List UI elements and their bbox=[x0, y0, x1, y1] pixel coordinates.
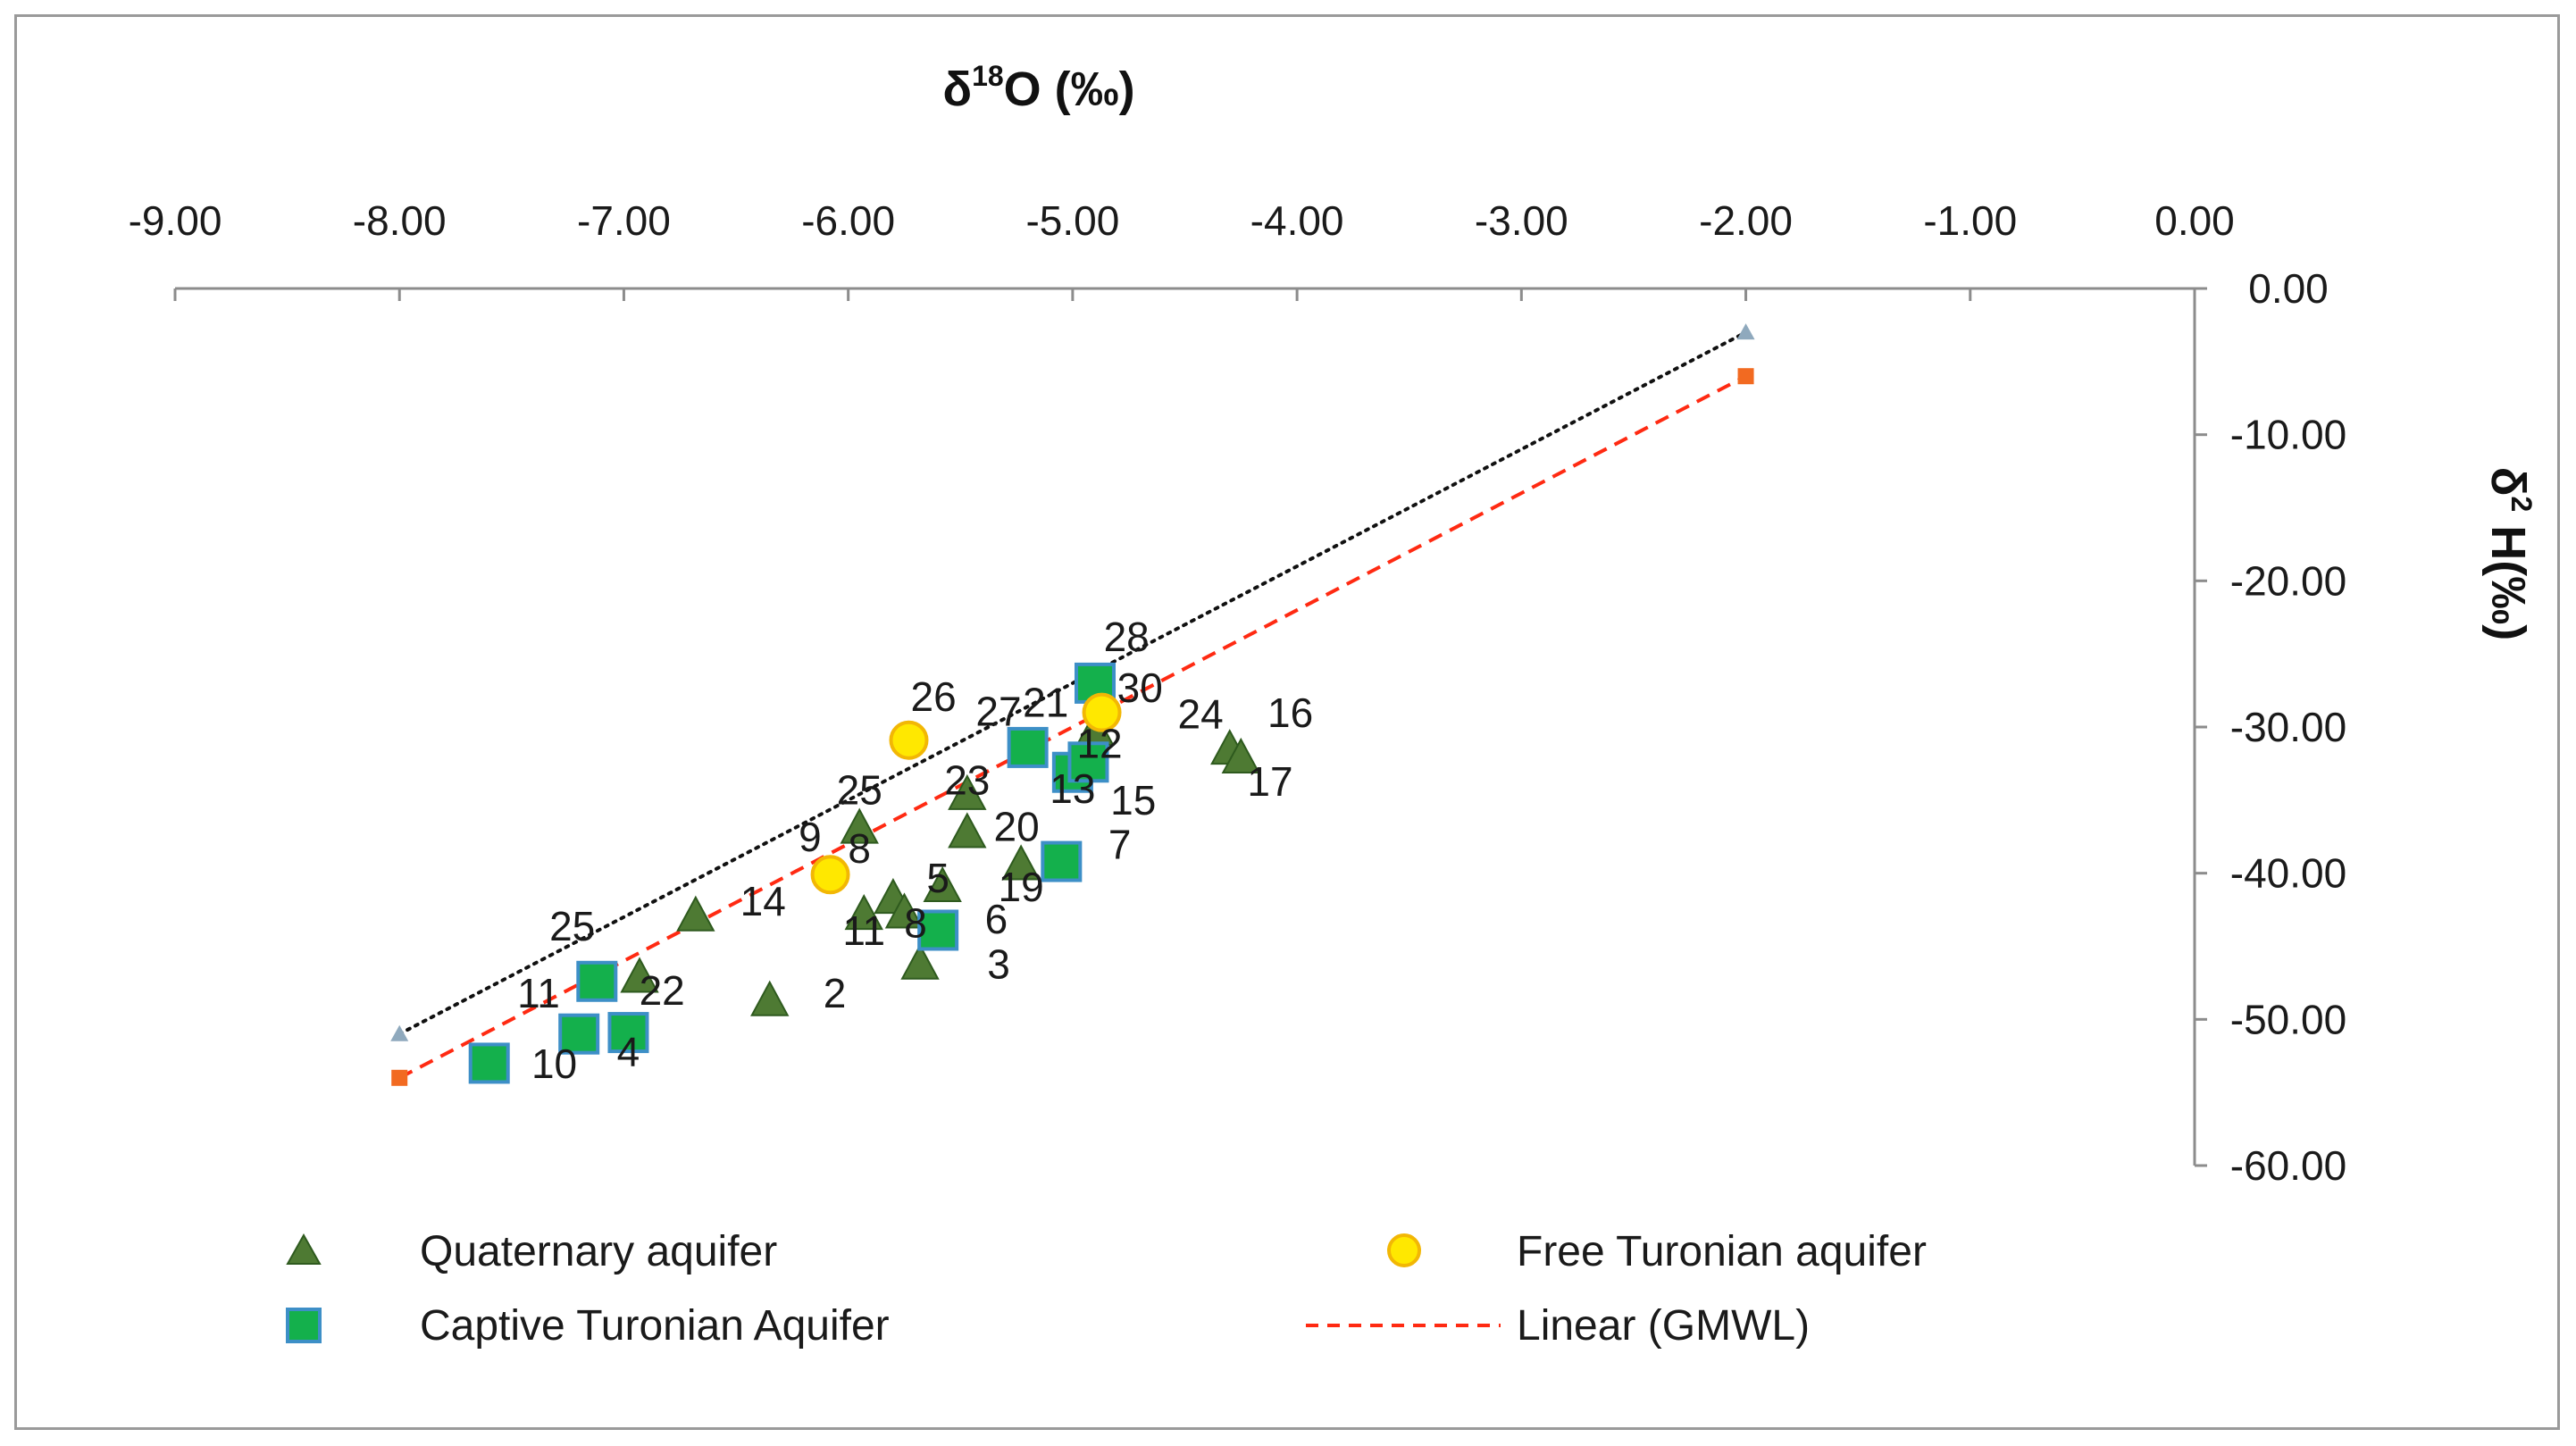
y-tick-label: -10.00 bbox=[2230, 412, 2346, 458]
quaternary-point bbox=[948, 773, 987, 810]
legend-label-captive-turonian: Captive Turonian Aquifer bbox=[420, 1302, 890, 1350]
captive-turonian-point bbox=[1041, 840, 1083, 882]
gmwl-endpoint-marker bbox=[391, 1069, 408, 1086]
y-tick-label: -40.00 bbox=[2230, 850, 2346, 897]
x-tick-label: -2.00 bbox=[1699, 197, 1793, 244]
point-label: 25 bbox=[837, 767, 882, 814]
point-label: 8 bbox=[904, 900, 927, 947]
dotted-trend-line bbox=[397, 330, 1748, 1036]
quaternary-point bbox=[620, 957, 659, 993]
legend-label-gmwl: Linear (GMWL) bbox=[1517, 1302, 1810, 1350]
x-tick-label: -1.00 bbox=[1923, 197, 2017, 244]
point-label: 20 bbox=[993, 804, 1039, 850]
point-label: 13 bbox=[1050, 765, 1095, 812]
x-tick-label: -7.00 bbox=[577, 197, 671, 244]
legend: Quaternary aquifer Free Turonian aquifer… bbox=[286, 1228, 1927, 1350]
point-label: 15 bbox=[1110, 777, 1156, 823]
point-label: 30 bbox=[1117, 664, 1163, 711]
x-tick-label: -3.00 bbox=[1475, 197, 1568, 244]
legend-label-free-turonian: Free Turonian aquifer bbox=[1517, 1228, 1927, 1275]
point-label: 11 bbox=[842, 907, 885, 954]
point-label: 28 bbox=[1104, 614, 1150, 660]
point-label: 12 bbox=[1076, 720, 1122, 766]
captive-turonian-point bbox=[576, 960, 618, 1002]
point-label: 17 bbox=[1247, 758, 1292, 805]
captive-turonian-point bbox=[558, 1013, 600, 1055]
point-label: 26 bbox=[911, 673, 957, 720]
point-label: 5 bbox=[926, 855, 949, 901]
quaternary-point bbox=[844, 894, 883, 931]
point-label: 19 bbox=[999, 864, 1044, 910]
x-axis-title: δ18O (‰) bbox=[942, 60, 1134, 116]
point-label: 3 bbox=[987, 941, 1010, 988]
gmwl-endpoint-marker bbox=[1737, 368, 1754, 385]
point-label: 11 bbox=[517, 970, 560, 1016]
point-label: 10 bbox=[531, 1041, 577, 1087]
x-tick-label: 0.00 bbox=[2154, 197, 2235, 244]
legend-item-captive-turonian: Captive Turonian Aquifer bbox=[286, 1302, 890, 1350]
dotted-endpoint-marker bbox=[390, 1024, 409, 1041]
captive-turonian-point bbox=[1007, 726, 1049, 768]
y-tick-label: -60.00 bbox=[2230, 1142, 2346, 1189]
y-tick-label: -30.00 bbox=[2230, 704, 2346, 750]
y-axis-title: δ2 H(‰) bbox=[2481, 467, 2538, 641]
x-tick-label: -9.00 bbox=[129, 197, 222, 244]
quaternary-point bbox=[948, 812, 987, 848]
quaternary-point bbox=[1221, 737, 1260, 774]
legend-item-free-turonian: Free Turonian aquifer bbox=[1387, 1228, 1927, 1275]
y-tick-label: -50.00 bbox=[2230, 996, 2346, 1042]
x-tick-label: -6.00 bbox=[801, 197, 895, 244]
free-turonian-point bbox=[889, 720, 929, 760]
x-tick-label: -5.00 bbox=[1025, 197, 1119, 244]
x-tick-label: -8.00 bbox=[353, 197, 447, 244]
quaternary-point bbox=[750, 980, 790, 1016]
legend-circle-marker bbox=[1387, 1233, 1421, 1267]
captive-turonian-point bbox=[607, 1012, 649, 1054]
quaternary-point bbox=[840, 807, 879, 844]
quaternary-point bbox=[1001, 844, 1041, 881]
gmwl-trend-line bbox=[398, 374, 1747, 1080]
quaternary-point bbox=[923, 865, 962, 903]
point-label: 24 bbox=[1177, 691, 1223, 738]
point-label: 25 bbox=[549, 903, 595, 949]
free-turonian-point bbox=[810, 855, 850, 895]
legend-triangle-marker bbox=[286, 1233, 322, 1265]
axes: -9.00 -8.00 -7.00 -6.00 -5.00 -4.00 -3.00 -2.00… bbox=[129, 197, 2347, 1189]
x-tick-label: -4.00 bbox=[1250, 197, 1344, 244]
chart-frame bbox=[14, 14, 2560, 1430]
captive-turonian-point bbox=[1067, 741, 1109, 783]
point-label: 2 bbox=[824, 970, 847, 1016]
legend-label-quaternary: Quaternary aquifer bbox=[420, 1228, 777, 1275]
free-turonian-point bbox=[1082, 692, 1122, 732]
point-label: 7 bbox=[1108, 821, 1132, 867]
quaternary-point bbox=[900, 943, 940, 980]
captive-turonian-point bbox=[917, 909, 959, 951]
point-label: 16 bbox=[1267, 690, 1313, 736]
legend-square-marker bbox=[286, 1308, 322, 1343]
y-tick-label: -20.00 bbox=[2230, 557, 2346, 604]
point-label: 22 bbox=[640, 967, 685, 1014]
point-label: 8 bbox=[848, 825, 871, 872]
point-label: 6 bbox=[985, 896, 1008, 942]
point-label: 23 bbox=[944, 756, 990, 803]
captive-turonian-point bbox=[468, 1042, 510, 1084]
point-label: 14 bbox=[740, 878, 786, 924]
point-label: 27 bbox=[975, 688, 1021, 734]
y-tick-label: 0.00 bbox=[2248, 265, 2329, 312]
trend-lines bbox=[390, 323, 1755, 1086]
data-points bbox=[468, 662, 1260, 1084]
legend-item-quaternary: Quaternary aquifer bbox=[286, 1228, 777, 1275]
quaternary-point bbox=[676, 895, 715, 932]
quaternary-point bbox=[884, 892, 924, 929]
point-label: 4 bbox=[617, 1029, 640, 1075]
dotted-endpoint-marker bbox=[1736, 323, 1755, 340]
legend-item-gmwl: Linear (GMWL) bbox=[1306, 1302, 1810, 1350]
point-label: 9 bbox=[799, 814, 822, 860]
point-label: 21 bbox=[1023, 680, 1068, 726]
